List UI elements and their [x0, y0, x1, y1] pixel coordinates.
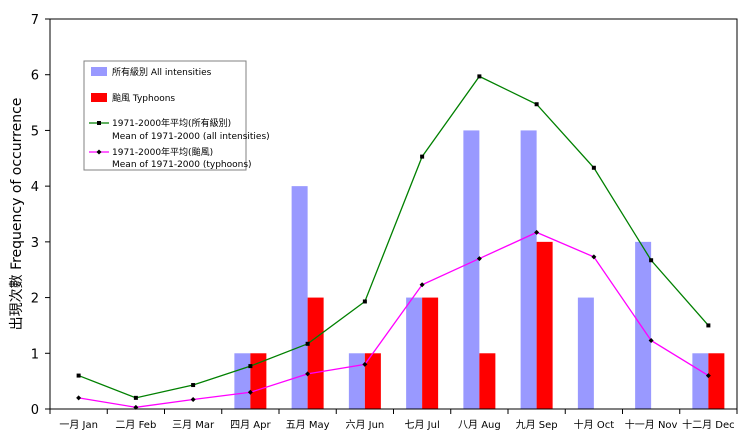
bar-all-intensities [234, 353, 251, 409]
y-tick-label: 1 [31, 347, 39, 362]
x-tick-label: 五月 May [286, 419, 330, 431]
point-mean-all [191, 383, 196, 388]
point-mean-all [362, 299, 367, 304]
point-mean-all [248, 364, 253, 369]
y-axis-label: 出現次數 Frequency of occurrence [9, 98, 25, 331]
point-mean-all [76, 373, 81, 378]
point-mean-all [305, 341, 310, 346]
y-tick-label: 2 [31, 292, 39, 307]
x-tick-label: 四月 Apr [230, 419, 271, 431]
y-tick-label: 5 [31, 124, 39, 139]
x-tick-label: 九月 Sep [516, 419, 558, 431]
x-tick-label: 十月 Oct [574, 418, 615, 431]
x-tick-label: 十一月 Nov [625, 418, 678, 431]
point-mean-typhoons [362, 361, 368, 367]
bar-typhoons [479, 353, 496, 409]
x-tick-label: 八月 Aug [458, 419, 501, 431]
legend-label-typhoons: 颱風 Typhoons [112, 93, 175, 104]
bar-typhoons [708, 353, 725, 409]
x-tick-label: 七月 Jul [405, 419, 440, 431]
line-mean-all [78, 75, 709, 399]
bar-typhoons [250, 353, 267, 409]
bar-all-intensities [463, 130, 480, 409]
point-mean-typhoons [591, 254, 597, 260]
legend-label-all-intensities: 所有級別 All intensities [112, 66, 212, 78]
point-mean-typhoons [190, 397, 196, 403]
point-mean-typhoons [305, 371, 311, 377]
plot-frame [49, 18, 738, 410]
legend-swatch-typhoons [91, 93, 107, 102]
legend-box [83, 60, 247, 171]
lines [76, 74, 711, 410]
bar-all-intensities [406, 297, 423, 409]
legend-label-mean-all-2: Mean of 1971-2000 (all intensities) [112, 132, 270, 142]
bars [234, 130, 725, 409]
point-mean-all [649, 258, 654, 263]
point-mean-all [477, 74, 482, 79]
x-axis-ticks: 一月 Jan 二月 Feb 三月 Mar 四月 Apr 五月 May 六月 Jun 七月 J… [49, 409, 738, 431]
point-mean-typhoons [76, 395, 82, 401]
legend-label-mean-typhoons-2: Mean of 1971-2000 (typhoons) [112, 160, 252, 170]
point-mean-typhoons [247, 389, 253, 395]
bar-typhoons [307, 297, 324, 409]
bar-all-intensities [520, 130, 537, 409]
legend: 所有級別 All intensities 颱風 Typhoons 1971-20… [83, 60, 270, 171]
x-tick-label: 六月 Jun [345, 419, 384, 431]
bar-all-intensities [348, 353, 365, 409]
x-tick-label: 一月 Jan [59, 419, 98, 431]
legend-label-mean-typhoons: 1971-2000年平均(颱風) [112, 146, 213, 158]
y-tick-label: 6 [31, 69, 39, 84]
point-mean-all [420, 154, 425, 159]
bar-all-intensities [635, 241, 652, 409]
point-mean-typhoons [648, 337, 654, 343]
y-tick-label: 7 [31, 13, 39, 28]
bar-all-intensities [577, 297, 594, 409]
point-mean-all [706, 323, 711, 328]
point-mean-typhoons [534, 229, 540, 235]
x-tick-label: 十二月 Dec [682, 418, 735, 431]
line-mean-typhoons [78, 231, 709, 408]
y-tick-label: 0 [31, 403, 39, 418]
legend-marker-mean-typhoons [96, 149, 102, 155]
point-mean-all [591, 165, 596, 170]
legend-label-mean-all: 1971-2000年平均(所有級別) [112, 117, 231, 129]
bar-all-intensities [692, 353, 709, 409]
y-tick-label: 3 [31, 236, 39, 251]
point-mean-typhoons [705, 373, 711, 379]
legend-marker-mean-all [97, 121, 101, 125]
legend-swatch-all-intensities [91, 67, 107, 76]
point-mean-all [133, 395, 138, 400]
bar-typhoons [536, 241, 553, 409]
bar-typhoons [364, 353, 381, 409]
point-mean-typhoons [476, 256, 482, 262]
x-tick-label: 二月 Feb [115, 419, 156, 431]
bar-typhoons [422, 297, 439, 409]
x-tick-label: 三月 Mar [172, 419, 215, 431]
y-tick-label: 4 [31, 180, 39, 195]
point-mean-typhoons [419, 282, 425, 288]
y-axis-ticks: 0 1 2 3 4 5 6 7 [31, 13, 50, 418]
bar-all-intensities [291, 186, 308, 409]
point-mean-all [534, 102, 539, 107]
